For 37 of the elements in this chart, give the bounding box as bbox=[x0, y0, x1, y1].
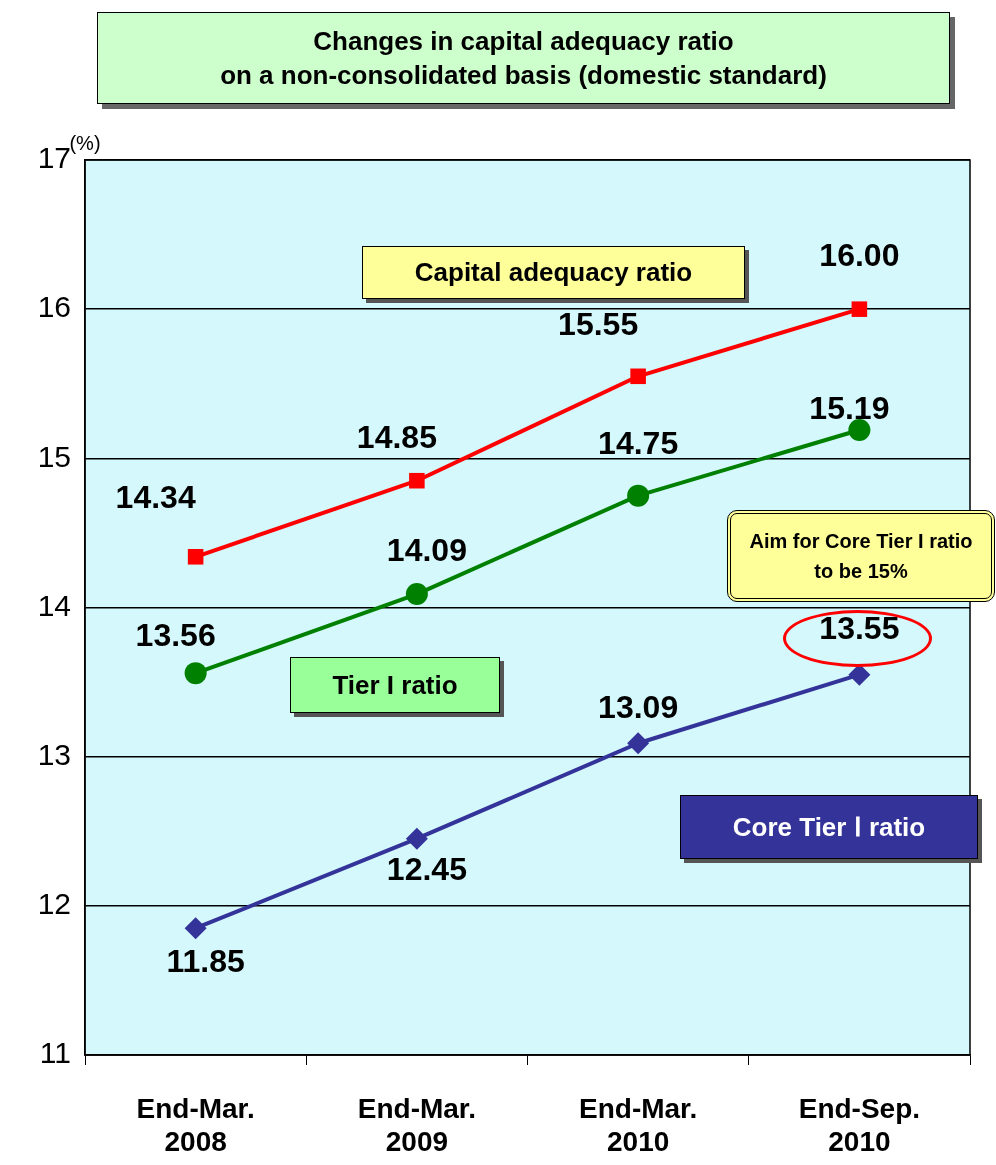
text: 16.00 bbox=[819, 236, 900, 273]
y-tick-label: 17 bbox=[37, 141, 71, 175]
text: 11.85 bbox=[166, 943, 245, 980]
point bbox=[627, 484, 650, 507]
point bbox=[184, 917, 207, 940]
text: 13.09 bbox=[598, 689, 679, 726]
text: 14.09 bbox=[386, 531, 467, 568]
x-tick-label: End-Mar. 2009 bbox=[357, 1092, 476, 1158]
y-axis-title: (%) bbox=[69, 131, 101, 154]
text: 13.55 bbox=[819, 610, 900, 647]
text: 14.85 bbox=[356, 418, 437, 455]
text: 14.34 bbox=[115, 478, 196, 515]
chart-title: Changes in capital adequacy ratio on a non-consolidated basis (domestic standard) bbox=[97, 12, 950, 104]
point bbox=[627, 732, 650, 755]
text: 15.55 bbox=[558, 306, 639, 343]
x-tick-label: End-Sep. 2010 bbox=[798, 1092, 921, 1158]
point bbox=[184, 662, 207, 685]
x-tick-label: End-Mar. 2010 bbox=[579, 1092, 698, 1158]
text: 14.75 bbox=[598, 425, 679, 462]
point bbox=[851, 301, 868, 317]
point bbox=[409, 472, 425, 489]
point bbox=[630, 368, 646, 385]
y-tick-label: 14 bbox=[37, 588, 71, 622]
point bbox=[187, 549, 204, 565]
text: 12.45 bbox=[386, 850, 467, 887]
y-tick-label: 16 bbox=[37, 290, 71, 324]
x-tick-label: End-Mar. 2008 bbox=[136, 1092, 255, 1158]
text: 13.56 bbox=[135, 616, 216, 653]
y-tick-label: 11 bbox=[39, 1036, 71, 1070]
y-tick-label: 13 bbox=[37, 737, 71, 771]
y-tick-label: 12 bbox=[37, 887, 71, 921]
y-tick-label: 15 bbox=[37, 439, 71, 473]
point bbox=[848, 418, 871, 441]
text: 15.19 bbox=[809, 389, 890, 426]
point bbox=[405, 583, 428, 606]
point bbox=[405, 827, 428, 850]
annotation: Aim for Core Tier I ratio to be 15% bbox=[727, 510, 995, 602]
